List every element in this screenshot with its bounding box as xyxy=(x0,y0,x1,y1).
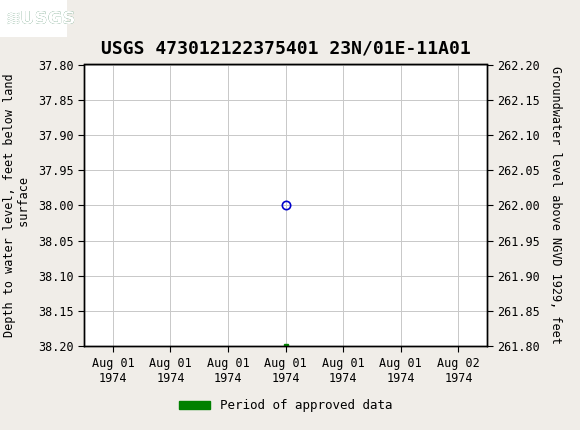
Title: USGS 473012122375401 23N/01E-11A01: USGS 473012122375401 23N/01E-11A01 xyxy=(101,40,470,57)
Text: ≋USGS: ≋USGS xyxy=(5,9,75,27)
Bar xyxy=(0,0,67,37)
Y-axis label: Depth to water level, feet below land
 surface: Depth to water level, feet below land su… xyxy=(3,74,31,337)
Y-axis label: Groundwater level above NGVD 1929, feet: Groundwater level above NGVD 1929, feet xyxy=(549,66,561,344)
Text: ≋USGS: ≋USGS xyxy=(5,9,75,27)
Legend: Period of approved data: Period of approved data xyxy=(174,394,397,418)
